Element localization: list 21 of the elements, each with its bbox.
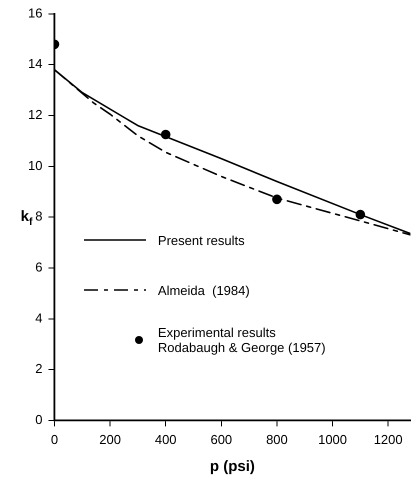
y-tick-label: 0 xyxy=(35,412,42,427)
y-tick-label: 8 xyxy=(35,208,42,224)
x-tick-label: 1200 xyxy=(374,432,403,447)
y-tick-label: 12 xyxy=(28,107,42,122)
y-tick-label: 6 xyxy=(35,260,42,275)
point xyxy=(272,194,282,204)
legend-label: Present results xyxy=(158,232,245,248)
x-tick-label: 600 xyxy=(210,432,232,447)
y-tick-label: 10 xyxy=(28,158,42,173)
legend-label: Experimental results Rodabaugh & George (1957) xyxy=(158,325,326,356)
x-tick-label: 0 xyxy=(50,432,58,447)
y-tick-label: 16 xyxy=(28,5,42,20)
y-tick-label: 14 xyxy=(28,56,42,72)
x-axis-title: p (psi) xyxy=(210,458,255,476)
x-tick-label: 800 xyxy=(266,432,288,447)
y-tick-label: 4 xyxy=(35,310,42,326)
x-tick-label: 200 xyxy=(99,432,121,447)
x-tick-label: 1000 xyxy=(318,432,347,447)
legend-label: Almeida (1984) xyxy=(158,282,250,298)
x-tick-label: 400 xyxy=(154,432,177,447)
y-tick-label: 2 xyxy=(35,361,42,376)
